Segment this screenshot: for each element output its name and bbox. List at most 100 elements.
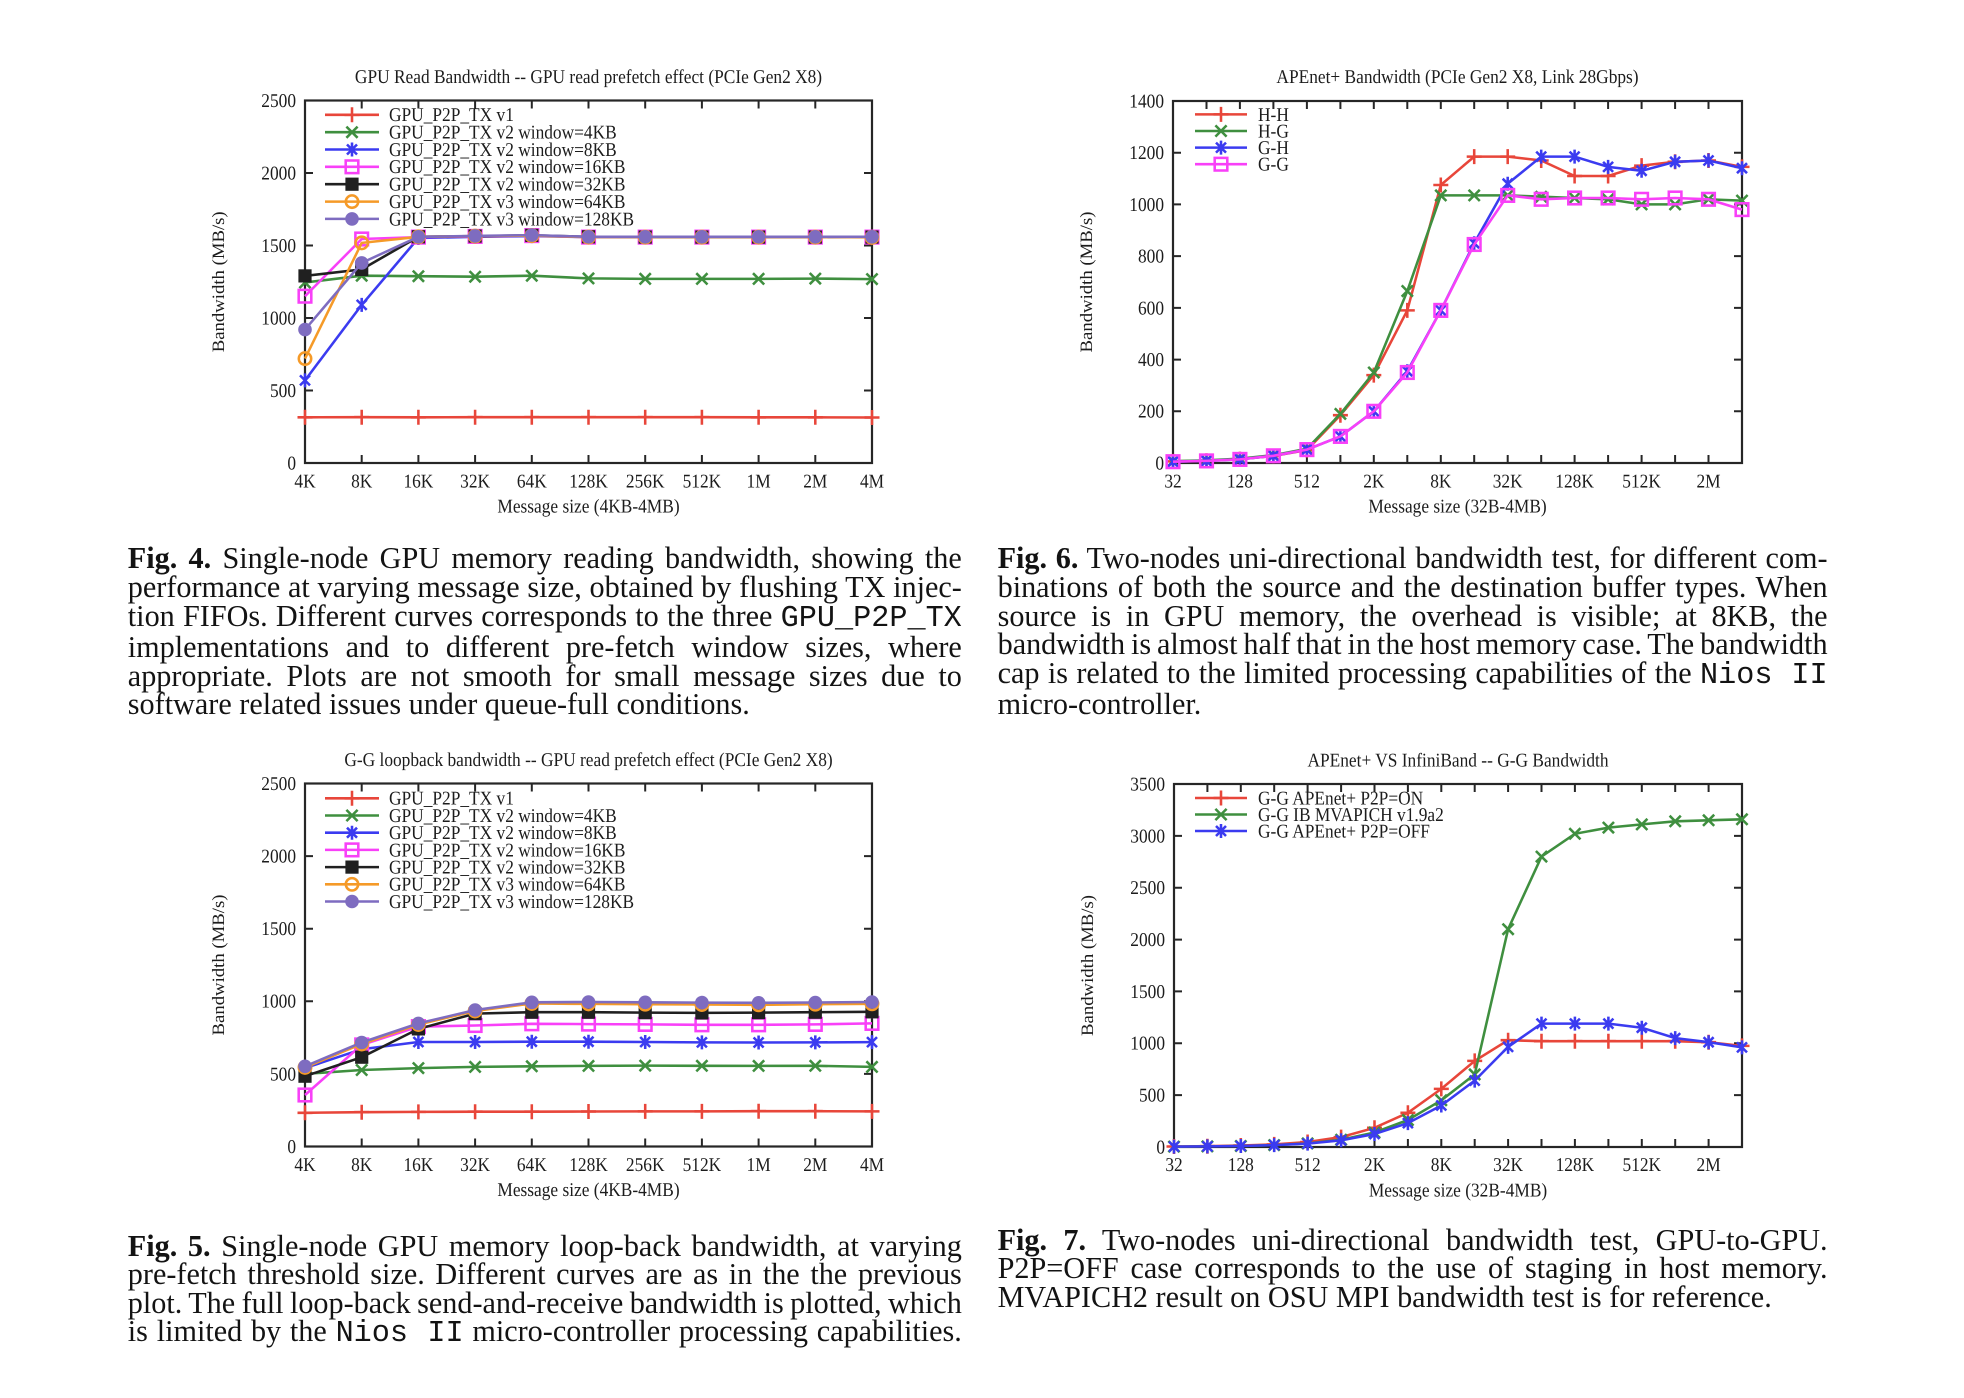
svg-text:32K: 32K [460, 1155, 490, 1176]
svg-text:8K: 8K [351, 1155, 372, 1176]
svg-text:GPU_P2P_TX v2 window=4KB: GPU_P2P_TX v2 window=4KB [389, 806, 617, 827]
svg-text:Message size (32B-4MB): Message size (32B-4MB) [1368, 496, 1546, 517]
svg-text:800: 800 [1138, 247, 1164, 268]
svg-text:2K: 2K [1364, 1155, 1385, 1176]
svg-text:Message size (32B-4MB): Message size (32B-4MB) [1369, 1180, 1547, 1201]
svg-text:4M: 4M [860, 1155, 884, 1176]
svg-text:G-H: G-H [1258, 138, 1289, 159]
svg-text:2K: 2K [1363, 471, 1384, 492]
svg-text:0: 0 [1155, 453, 1164, 474]
svg-text:16K: 16K [403, 1155, 433, 1176]
svg-text:500: 500 [270, 1064, 296, 1085]
svg-text:4K: 4K [294, 471, 315, 492]
svg-text:32: 32 [1165, 1155, 1182, 1176]
svg-text:32K: 32K [1493, 1155, 1523, 1176]
svg-text:2500: 2500 [261, 774, 296, 795]
svg-text:512K: 512K [683, 471, 722, 492]
svg-text:G-G APEnet+ P2P=ON: G-G APEnet+ P2P=ON [1258, 788, 1423, 809]
svg-text:GPU_P2P_TX v3 window=128KB: GPU_P2P_TX v3 window=128KB [389, 892, 634, 913]
svg-text:64K: 64K [517, 471, 547, 492]
svg-text:128K: 128K [1556, 1155, 1595, 1176]
svg-text:8K: 8K [1430, 471, 1451, 492]
svg-text:Bandwidth (MB/s): Bandwidth (MB/s) [210, 895, 229, 1036]
svg-text:H-H: H-H [1258, 105, 1289, 126]
svg-text:32: 32 [1164, 471, 1181, 492]
svg-text:2000: 2000 [261, 847, 296, 868]
svg-text:Bandwidth (MB/s): Bandwidth (MB/s) [1079, 895, 1098, 1036]
svg-text:Bandwidth (MB/s): Bandwidth (MB/s) [1078, 212, 1097, 353]
svg-text:400: 400 [1138, 350, 1164, 371]
svg-text:1000: 1000 [1130, 1034, 1165, 1055]
svg-text:GPU_P2P_TX v1: GPU_P2P_TX v1 [389, 105, 514, 126]
svg-text:1500: 1500 [261, 919, 296, 940]
svg-text:1000: 1000 [1129, 195, 1164, 216]
svg-text:32K: 32K [460, 471, 490, 492]
svg-text:2500: 2500 [1130, 878, 1165, 899]
svg-text:Message size (4KB-4MB): Message size (4KB-4MB) [497, 496, 679, 517]
svg-text:G-G IB MVAPICH v1.9a2: G-G IB MVAPICH v1.9a2 [1258, 805, 1444, 826]
svg-text:16K: 16K [403, 471, 433, 492]
svg-text:0: 0 [287, 1137, 296, 1158]
svg-text:256K: 256K [626, 471, 665, 492]
svg-text:1M: 1M [747, 1155, 771, 1176]
svg-text:1500: 1500 [261, 236, 296, 257]
svg-text:512: 512 [1294, 471, 1320, 492]
svg-text:8K: 8K [351, 471, 372, 492]
svg-text:GPU_P2P_TX v3 window=64KB: GPU_P2P_TX v3 window=64KB [389, 875, 625, 896]
svg-text:G-G: G-G [1258, 155, 1289, 176]
svg-text:2000: 2000 [261, 163, 296, 184]
svg-text:3000: 3000 [1130, 826, 1165, 847]
svg-text:512: 512 [1295, 1155, 1321, 1176]
svg-text:4K: 4K [294, 1155, 315, 1176]
svg-text:GPU Read Bandwidth -- GPU read: GPU Read Bandwidth -- GPU read prefetch … [355, 67, 822, 88]
svg-text:0: 0 [287, 453, 296, 474]
svg-text:2M: 2M [1697, 1155, 1721, 1176]
svg-text:1200: 1200 [1129, 143, 1164, 164]
svg-text:1M: 1M [747, 471, 771, 492]
svg-text:GPU_P2P_TX v2 window=8KB: GPU_P2P_TX v2 window=8KB [389, 823, 617, 844]
svg-text:Bandwidth (MB/s): Bandwidth (MB/s) [210, 211, 229, 352]
svg-text:H-G: H-G [1258, 121, 1289, 142]
svg-text:128: 128 [1227, 471, 1253, 492]
svg-text:500: 500 [270, 381, 296, 402]
svg-text:GPU_P2P_TX v3 window=128KB: GPU_P2P_TX v3 window=128KB [389, 209, 634, 230]
svg-text:32K: 32K [1493, 471, 1523, 492]
svg-text:4M: 4M [860, 471, 884, 492]
svg-text:GPU_P2P_TX v1: GPU_P2P_TX v1 [389, 789, 514, 810]
svg-text:GPU_P2P_TX v2 window=32KB: GPU_P2P_TX v2 window=32KB [389, 858, 625, 879]
svg-text:64K: 64K [517, 1155, 547, 1176]
svg-text:0: 0 [1156, 1137, 1165, 1158]
svg-text:G-G APEnet+ P2P=OFF: G-G APEnet+ P2P=OFF [1258, 821, 1430, 842]
svg-text:8K: 8K [1431, 1155, 1452, 1176]
svg-text:GPU_P2P_TX v2 window=8KB: GPU_P2P_TX v2 window=8KB [389, 140, 617, 161]
svg-text:600: 600 [1138, 298, 1164, 319]
svg-text:GPU_P2P_TX v3 window=64KB: GPU_P2P_TX v3 window=64KB [389, 192, 625, 213]
svg-text:2000: 2000 [1130, 930, 1165, 951]
svg-text:256K: 256K [626, 1155, 665, 1176]
svg-text:512K: 512K [1623, 1155, 1662, 1176]
svg-text:2M: 2M [803, 1155, 827, 1176]
svg-text:1000: 1000 [261, 992, 296, 1013]
svg-text:GPU_P2P_TX v2 window=16KB: GPU_P2P_TX v2 window=16KB [389, 840, 625, 861]
svg-text:2M: 2M [1696, 471, 1720, 492]
svg-text:APEnet+ Bandwidth (PCIe Gen2 X: APEnet+ Bandwidth (PCIe Gen2 X8, Link 28… [1276, 67, 1638, 88]
svg-text:3500: 3500 [1130, 774, 1165, 795]
svg-text:128K: 128K [569, 1155, 608, 1176]
svg-text:128K: 128K [1555, 471, 1594, 492]
svg-text:GPU_P2P_TX v2 window=16KB: GPU_P2P_TX v2 window=16KB [389, 157, 625, 178]
svg-text:GPU_P2P_TX v2 window=4KB: GPU_P2P_TX v2 window=4KB [389, 123, 617, 144]
svg-text:Message size (4KB-4MB): Message size (4KB-4MB) [497, 1180, 679, 1201]
svg-text:512K: 512K [683, 1155, 722, 1176]
svg-text:APEnet+ VS InfiniBand -- G-G B: APEnet+ VS InfiniBand -- G-G Bandwidth [1307, 750, 1608, 771]
svg-text:500: 500 [1139, 1086, 1165, 1107]
svg-text:2500: 2500 [261, 91, 296, 112]
svg-text:GPU_P2P_TX v2 window=32KB: GPU_P2P_TX v2 window=32KB [389, 175, 625, 196]
svg-text:2M: 2M [803, 471, 827, 492]
svg-text:1000: 1000 [261, 308, 296, 329]
svg-text:1400: 1400 [1129, 91, 1164, 112]
svg-text:512K: 512K [1622, 471, 1661, 492]
svg-text:128K: 128K [569, 471, 608, 492]
svg-text:G-G loopback bandwidth -- GPU: G-G loopback bandwidth -- GPU read prefe… [344, 750, 832, 771]
svg-text:1500: 1500 [1130, 982, 1165, 1003]
svg-text:128: 128 [1228, 1155, 1254, 1176]
